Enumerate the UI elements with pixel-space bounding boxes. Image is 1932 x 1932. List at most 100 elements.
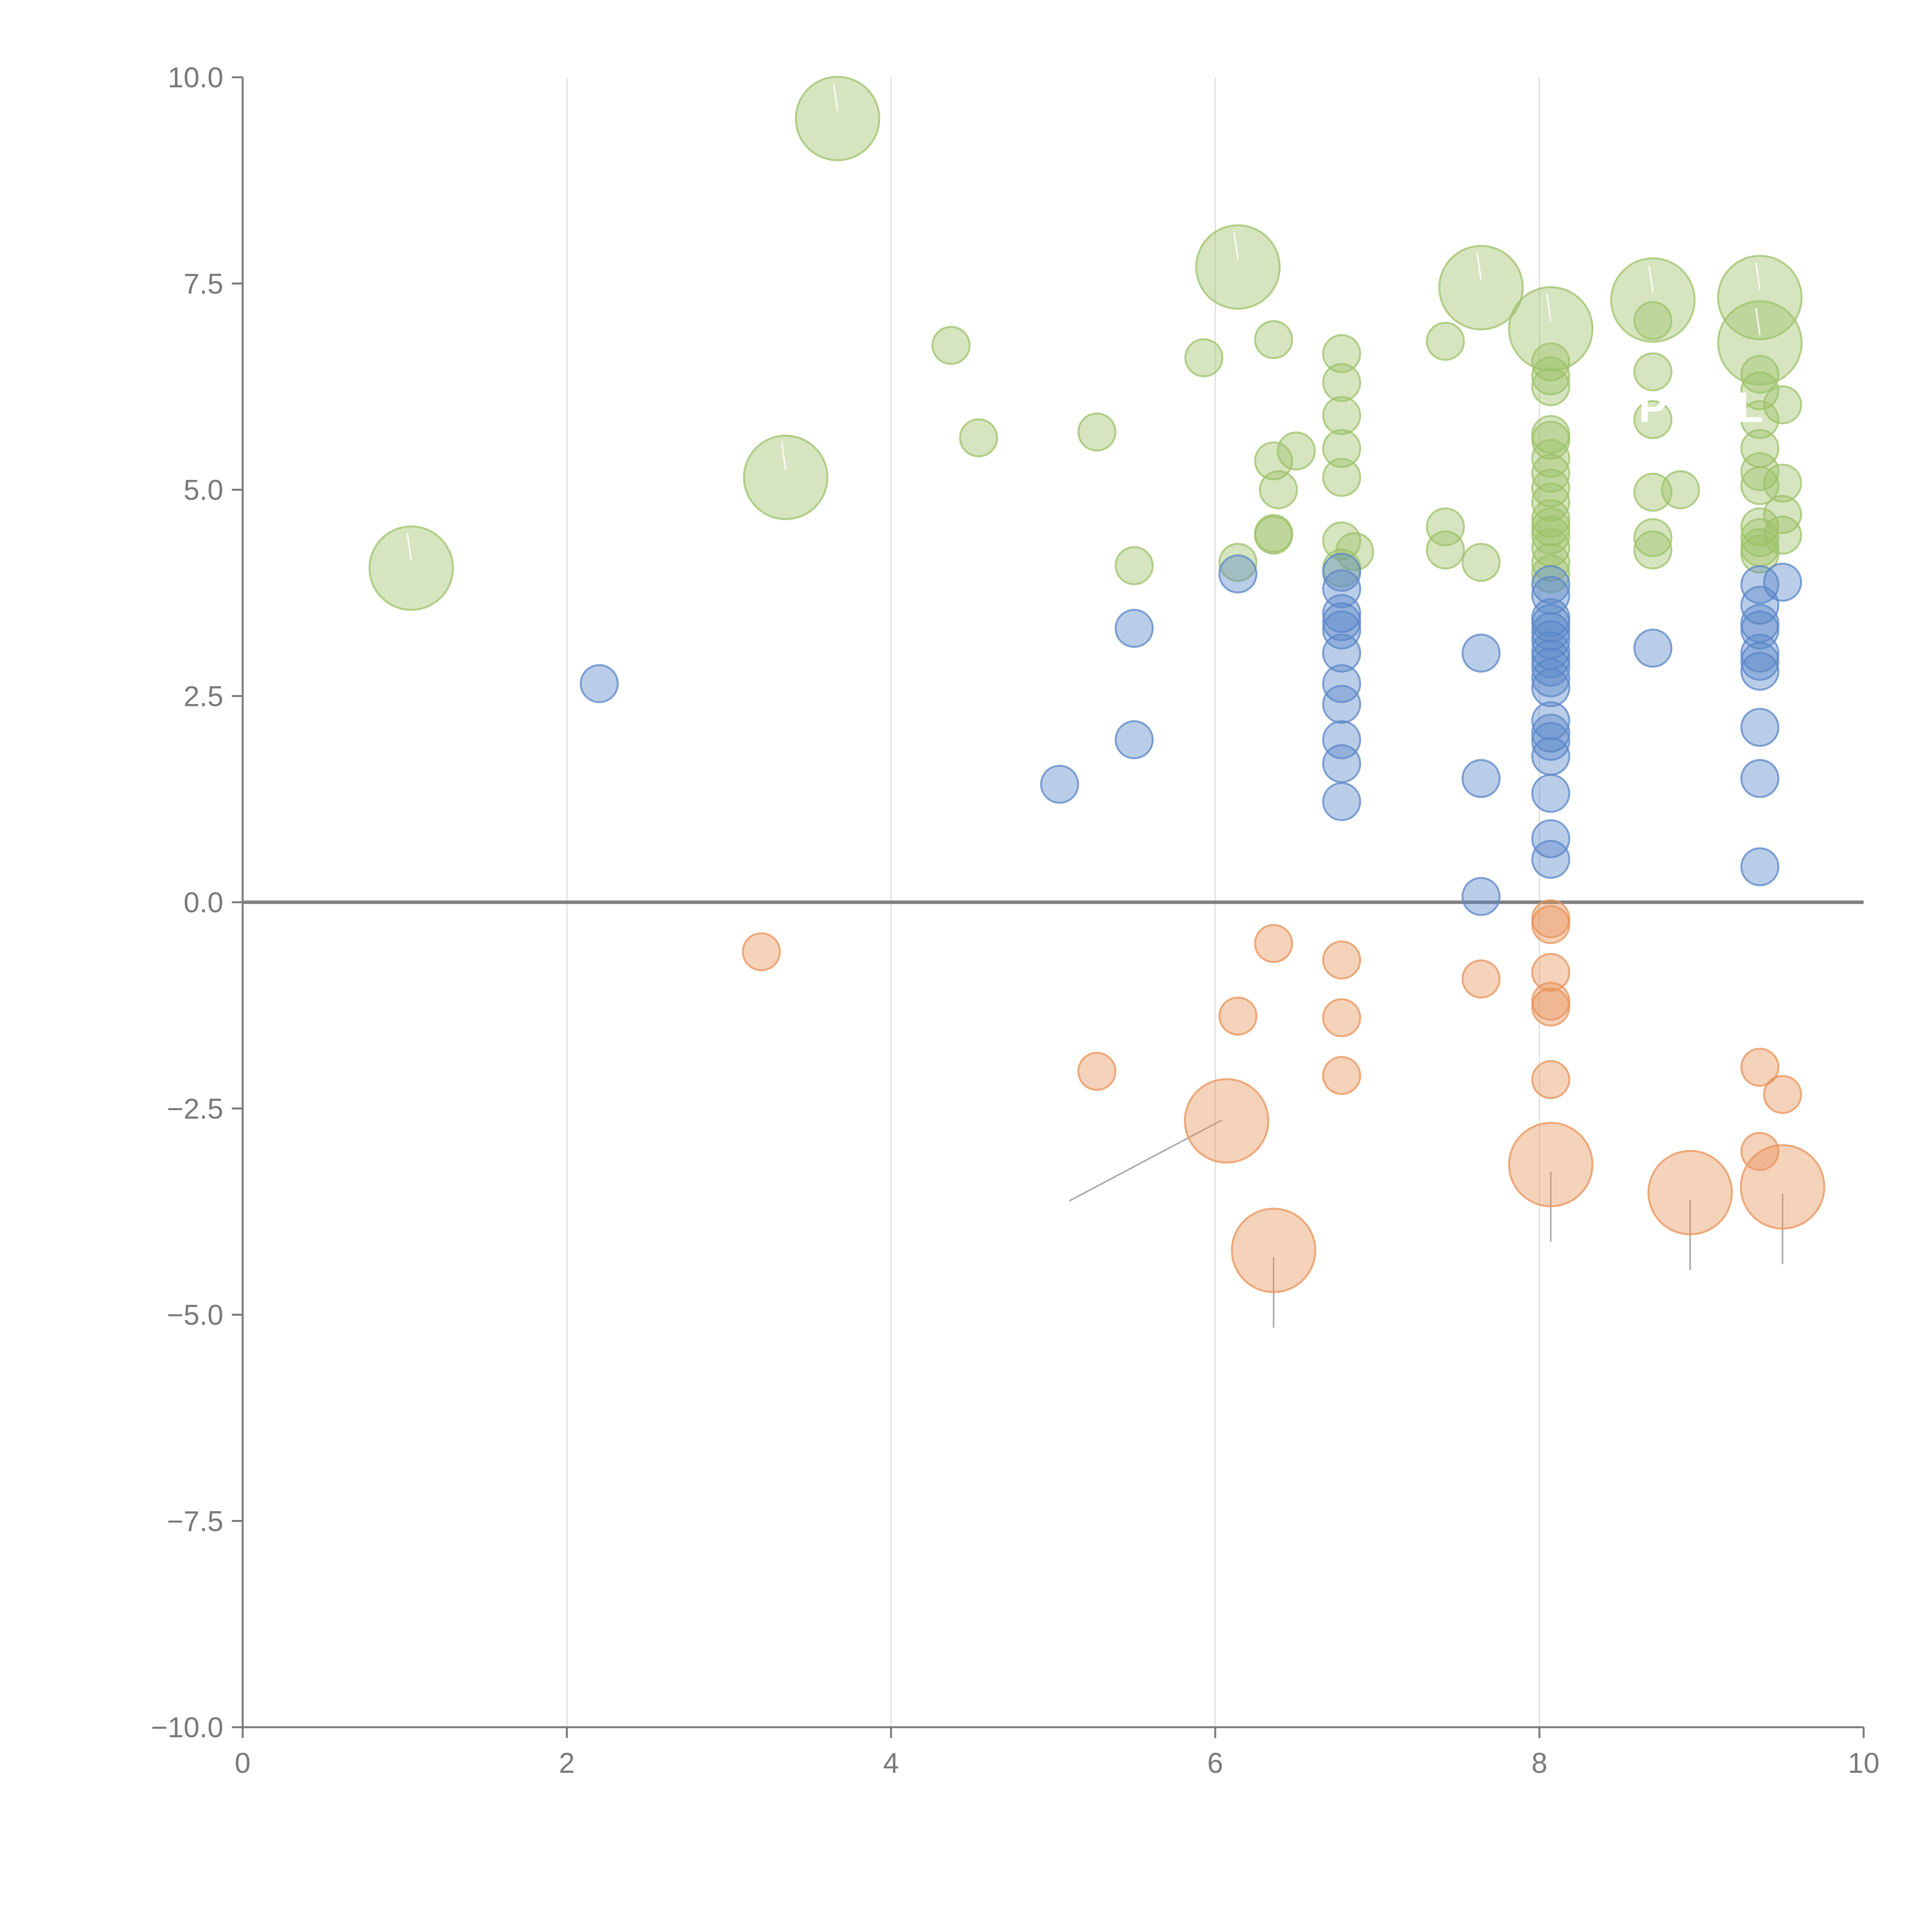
blue-point [1322,602,1361,641]
green-point [1531,439,1570,478]
y-tick-label: −10.0 [151,1711,223,1743]
green-point [1661,470,1700,509]
orange-point [1531,987,1570,1027]
y-tick-label: 10.0 [168,61,223,94]
blue-point [1322,633,1361,673]
orange-point [1254,924,1293,963]
green-point [1531,356,1570,396]
green-point [1633,400,1673,439]
green-point [959,418,998,457]
green-point [1531,515,1570,555]
orange-point [1218,997,1258,1036]
green-point [1438,245,1524,330]
green-point [1531,454,1570,493]
data-points [368,76,1825,1293]
orange-point [1231,1208,1316,1293]
green-point [1633,518,1673,557]
green-point [1740,452,1780,492]
blue-point [1740,759,1780,798]
green-point [1740,507,1780,547]
green-point [1717,255,1803,340]
green-point [1322,334,1361,373]
x-tick-label: 8 [1531,1747,1547,1779]
orange-point [1531,1060,1570,1099]
leader-line-light [1233,232,1239,260]
orange-point [1763,1075,1802,1114]
blue-point [1322,594,1361,633]
green-point [1322,396,1361,435]
tick-labels: 10.0 7.5 5.0 2.5 0.0 −2.5 −5.0 −7.5 −10.0 0 2 4 6 8 10… [151,61,1879,1779]
green-point [1114,546,1154,585]
green-point [1426,530,1465,570]
green-point [1740,534,1780,574]
blue-point [1531,722,1570,761]
green-point [1763,463,1802,503]
blue-point [1322,553,1361,592]
blue-point [1740,651,1780,691]
orange-point [1740,1144,1825,1230]
green-point [1740,355,1780,394]
green-point [1717,300,1803,386]
blue-point [1322,720,1361,759]
green-point [1254,441,1293,481]
green-point [743,434,828,520]
blue-point [1531,774,1570,813]
inner-letter-label: L [1737,384,1763,431]
green-point [1633,530,1673,570]
green-point [1633,301,1673,340]
blue-point [1531,713,1570,753]
orange-point [1184,1078,1269,1164]
green-point [1335,532,1374,571]
leader-line-light [1755,262,1761,290]
green-point [1322,429,1361,468]
green-point [1195,224,1281,310]
blue-point [1531,701,1570,740]
green-point [1259,470,1298,509]
blue-point [1322,610,1361,650]
leader-line-light [1476,253,1482,280]
inner-letter-label: P [1639,384,1667,431]
blue-point [1531,668,1570,707]
x-tick-label: 0 [235,1747,250,1779]
blue-point [1114,609,1154,648]
orange-point [1461,959,1501,999]
orange-point [1531,952,1570,992]
blue-point [1040,765,1079,804]
leader-line-light [1546,294,1552,321]
leader-line-light [781,442,787,470]
orange-point [1531,905,1570,944]
green-point [795,76,881,162]
leader-line-light [1648,265,1654,293]
y-tick-label: −5.0 [167,1299,223,1331]
green-point [1531,543,1570,582]
green-point [1610,257,1696,343]
green-point [1184,338,1224,378]
axes [232,76,1865,1738]
blue-point [1740,642,1780,681]
y-tick-label: −2.5 [167,1093,223,1125]
green-point [1322,363,1361,402]
leader-line-light [1755,308,1761,335]
y-tick-label: 0.0 [184,886,223,918]
blue-point [1633,628,1673,668]
blue-point [1531,648,1570,687]
x-tick-label: 10 [1848,1747,1879,1779]
blue-point [1114,720,1154,759]
orange-point [1322,940,1361,980]
green-point [1531,367,1570,406]
x-tick-label: 6 [1207,1747,1223,1779]
blue-point [1461,877,1501,916]
green-point [1763,385,1802,425]
orange-point [1508,1122,1594,1208]
green-point [1531,507,1570,547]
green-point [1740,400,1780,439]
orange-point [1077,1052,1117,1091]
x-tick-label: 4 [883,1747,899,1779]
y-tick-label: 5.0 [184,474,223,506]
blue-point [1461,633,1501,673]
leader-line [1069,1119,1223,1202]
green-point [1077,412,1117,452]
x-tick-label: 2 [559,1747,575,1779]
blue-point [1740,847,1780,886]
